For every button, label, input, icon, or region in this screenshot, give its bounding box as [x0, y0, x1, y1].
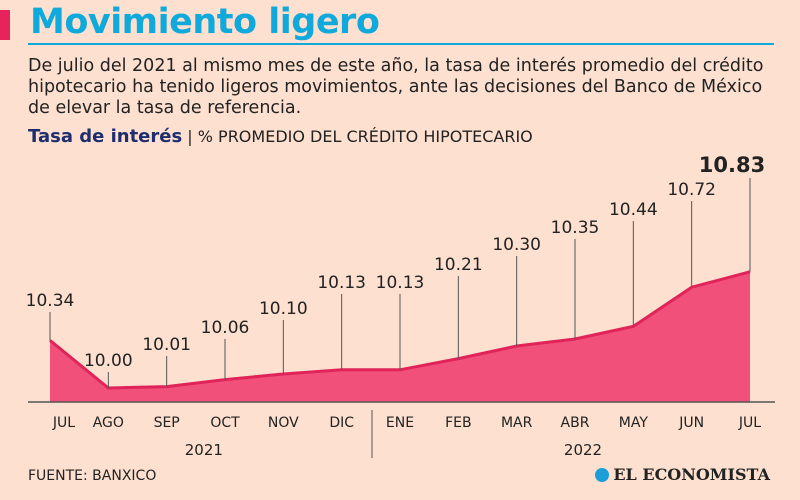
x-tick-label: MAY [619, 415, 649, 431]
x-tick-label: FEB [445, 415, 472, 431]
data-label: 10.72 [667, 180, 716, 200]
x-tick-label: AGO [93, 415, 124, 431]
publisher-logo: EL ECONOMISTA [595, 465, 770, 484]
subtitle: Tasa de interés | % PROMEDIO DEL CRÉDITO… [28, 126, 533, 147]
data-label: 10.13 [376, 273, 425, 293]
data-label: 10.10 [259, 299, 308, 319]
data-label: 10.44 [609, 200, 658, 220]
area-fill [50, 271, 750, 402]
x-tick-label: ENE [386, 415, 414, 431]
accent-mark [0, 10, 10, 40]
x-tick-label: DIC [329, 415, 354, 431]
globe-icon [595, 467, 610, 482]
description: De julio del 2021 al mismo mes de este a… [28, 56, 764, 118]
x-tick-label: JUN [678, 415, 704, 431]
subtitle-rest: | % PROMEDIO DEL CRÉDITO HIPOTECARIO [182, 127, 533, 146]
x-tick-label: OCT [210, 415, 240, 431]
x-tick-label: NOV [268, 415, 299, 431]
data-label: 10.00 [84, 351, 133, 371]
x-tick-label: SEP [154, 415, 180, 431]
data-label: 10.21 [434, 255, 483, 275]
year-label: 2022 [564, 441, 602, 459]
x-tick-label: ABR [561, 415, 590, 431]
year-label: 2021 [185, 441, 223, 459]
x-tick-label: JUL [738, 415, 761, 431]
title-rule [28, 43, 774, 45]
data-label: 10.35 [551, 218, 600, 238]
subtitle-bold: Tasa de interés [28, 126, 183, 147]
x-tick-label: MAR [501, 415, 533, 431]
data-label: 10.01 [142, 335, 191, 355]
data-label: 10.83 [699, 153, 765, 177]
x-tick-label: JUL [52, 415, 75, 431]
data-label: 10.06 [201, 318, 250, 338]
data-label: 10.30 [492, 235, 541, 255]
data-label: 10.34 [26, 291, 75, 311]
chart-title: Movimiento ligero [30, 2, 380, 42]
logo-text: EL ECONOMISTA [613, 465, 770, 484]
data-label: 10.13 [317, 273, 366, 293]
source-note: FUENTE: BANXICO [28, 468, 157, 484]
